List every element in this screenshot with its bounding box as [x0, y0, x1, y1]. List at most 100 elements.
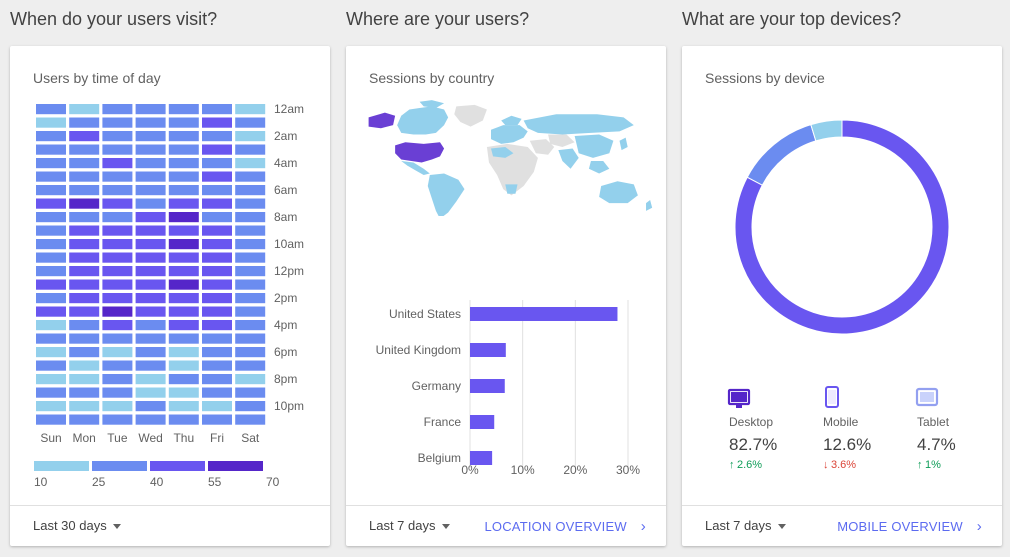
x-tick-label: 30% — [616, 463, 640, 477]
heatmap-cell — [202, 225, 232, 236]
heatmap-cell — [36, 293, 66, 304]
heatmap-cell — [202, 158, 232, 169]
heatmap-cell — [202, 333, 232, 344]
category-label: Belgium — [418, 451, 461, 465]
category-label: France — [424, 415, 462, 429]
heatmap-cell — [202, 360, 232, 371]
card-title: Sessions by country — [369, 70, 495, 86]
hour-label: 8am — [274, 210, 297, 224]
heatmap-cell — [102, 239, 133, 250]
map-region-central-asia — [548, 134, 575, 147]
heatmap-cell — [202, 198, 232, 209]
mobile-overview-link[interactable]: MOBILE OVERVIEW › — [837, 518, 982, 535]
heatmap-cell — [102, 320, 133, 331]
map-region-new-zealand — [646, 200, 653, 211]
x-tick-label: 10% — [511, 463, 535, 477]
heatmap-cell — [102, 306, 133, 317]
hour-label: 12am — [274, 102, 304, 116]
map-region-india — [558, 148, 579, 169]
heatmap-cell — [102, 387, 133, 398]
heatmap-cell — [235, 171, 266, 182]
date-range-label: Last 30 days — [33, 518, 107, 533]
heatmap-cell — [36, 333, 66, 344]
x-tick-label: 20% — [563, 463, 587, 477]
category-label: Germany — [412, 379, 461, 393]
heatmap-cell — [102, 185, 133, 196]
heatmap-cell — [135, 117, 166, 128]
heatmap-cell — [235, 414, 266, 425]
section-title-time: When do your users visit? — [10, 9, 218, 29]
date-range-dropdown[interactable]: Last 7 days — [369, 518, 450, 533]
heatmap-cell — [69, 333, 100, 344]
map-region-china — [574, 134, 614, 158]
heatmap-cell — [168, 374, 199, 385]
heatmap-cell — [36, 225, 66, 236]
heatmap-cell — [135, 279, 166, 290]
heatmap-cell — [135, 104, 166, 115]
heatmap-cell — [135, 185, 166, 196]
heatmap-cell — [202, 387, 232, 398]
map-region-russia — [523, 114, 634, 135]
heatmap-cell — [235, 360, 266, 371]
map-region-africa-north — [491, 146, 514, 158]
heatmap-cell — [36, 104, 66, 115]
heatmap-cell — [36, 279, 66, 290]
hour-label: 4pm — [274, 318, 297, 332]
heatmap-cell — [235, 387, 266, 398]
section-title-location: Where are your users? — [346, 9, 530, 29]
donut-slice-mobile — [746, 124, 817, 186]
heatmap-cell — [135, 212, 166, 223]
section-title-devices: What are your top devices? — [682, 9, 902, 29]
heatmap-cell — [135, 131, 166, 142]
day-label: Mon — [73, 431, 96, 445]
heatmap-cell — [69, 198, 100, 209]
heatmap-cell — [235, 320, 266, 331]
heatmap-cell — [102, 212, 133, 223]
date-range-dropdown[interactable]: Last 30 days — [33, 518, 121, 533]
heatmap-cell — [102, 117, 133, 128]
heatmap-cell — [69, 279, 100, 290]
heatmap-cell — [69, 360, 100, 371]
heatmap-cell — [235, 306, 266, 317]
day-label: Thu — [173, 431, 194, 445]
heatmap-cell — [202, 239, 232, 250]
device-change: 2.6% — [737, 459, 762, 471]
heatmap-cell — [69, 212, 100, 223]
device-percentage: 82.7% — [729, 435, 777, 454]
heatmap-cell — [168, 401, 199, 412]
heatmap-cell — [202, 414, 232, 425]
heatmap-cell — [202, 117, 232, 128]
heatmap-cell — [135, 347, 166, 358]
hour-label: 10pm — [274, 399, 304, 413]
x-tick-label: 0% — [461, 463, 479, 477]
heatmap-cell — [69, 306, 100, 317]
location-overview-link[interactable]: LOCATION OVERVIEW › — [484, 518, 646, 535]
heatmap-cell — [36, 252, 66, 263]
card-footer: Last 7 days LOCATION OVERVIEW › — [346, 505, 666, 546]
heatmap-cell — [235, 185, 266, 196]
device-stat-desktop: Desktop 82.7% ↑ 2.6% — [727, 388, 777, 471]
bar — [470, 451, 493, 465]
heatmap-cell — [102, 360, 133, 371]
heatmap-cell — [36, 117, 66, 128]
legend-value: 40 — [150, 475, 164, 489]
hour-label: 6pm — [274, 345, 297, 359]
legend-value: 70 — [266, 475, 280, 489]
heatmap-cell — [135, 401, 166, 412]
heatmap-cell — [168, 158, 199, 169]
heatmap-cell — [69, 158, 100, 169]
bar — [470, 415, 495, 429]
map-region-southeast-asia — [588, 161, 610, 174]
device-name: Tablet — [917, 415, 950, 429]
heatmap-cell — [202, 320, 232, 331]
map-region-united-states — [395, 142, 445, 163]
day-label: Sun — [40, 431, 61, 445]
chevron-down-icon — [441, 524, 450, 530]
heatmap-cell — [102, 104, 133, 115]
mobile-overview-label: MOBILE OVERVIEW — [837, 519, 963, 534]
heatmap-cell — [202, 252, 232, 263]
date-range-dropdown[interactable]: Last 7 days — [705, 518, 786, 533]
heatmap-cell — [235, 212, 266, 223]
heatmap-cell — [202, 306, 232, 317]
hour-label: 12pm — [274, 264, 304, 278]
